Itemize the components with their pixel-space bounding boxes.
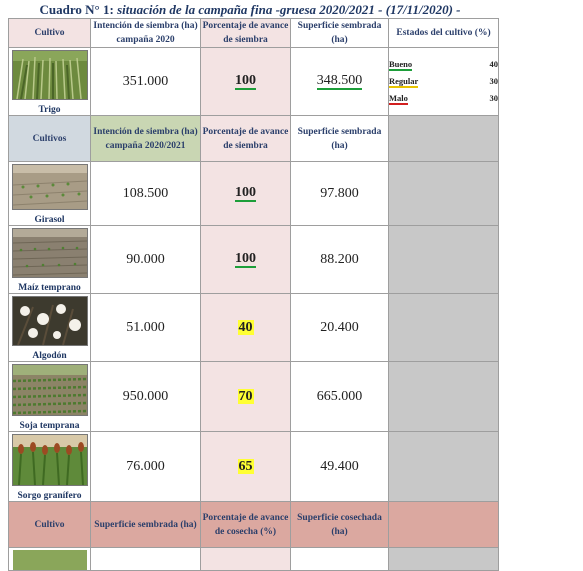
empty-cell bbox=[90, 547, 201, 571]
section1-header-row: Cultivo Intención de siembra (ha) campañ… bbox=[8, 18, 499, 48]
state-regular-label: Regular bbox=[389, 75, 419, 88]
state-good-label: Bueno bbox=[389, 58, 413, 71]
state-bad-value: 30 bbox=[489, 92, 498, 103]
progress-value: 100 bbox=[200, 225, 291, 294]
table-row bbox=[8, 547, 499, 571]
header-crop: Cultivo bbox=[8, 18, 91, 48]
intention-value: 90.000 bbox=[90, 225, 201, 294]
table-row: Maíz temprano 90.000 100 88.200 bbox=[8, 225, 499, 294]
table-row: Algodón 51.000 40 20.400 bbox=[8, 293, 499, 362]
crop-label: Girasol bbox=[34, 215, 65, 225]
state-regular: Regular 30 bbox=[389, 76, 498, 88]
progress-number: 40 bbox=[237, 319, 254, 335]
progress-number: 65 bbox=[237, 458, 254, 474]
header-harvested: Superficie cosechada (ha) bbox=[290, 501, 389, 548]
crop-label: Trigo bbox=[38, 105, 61, 115]
crop-cell: Algodón bbox=[8, 293, 91, 362]
crop-cell: Sorgo granífero bbox=[8, 431, 91, 502]
area-value: 20.400 bbox=[290, 293, 389, 362]
crop-label: Soja temprana bbox=[19, 421, 80, 431]
area-value: 665.000 bbox=[290, 361, 389, 432]
header-area: Superficie sembrada (ha) bbox=[90, 501, 201, 548]
table-row: Girasol 108.500 100 97.800 bbox=[8, 161, 499, 226]
empty-cell bbox=[388, 161, 499, 226]
empty-cell bbox=[388, 115, 499, 162]
section2-header-row: Cultivos Intención de siembra (ha) campa… bbox=[8, 115, 499, 162]
state-bad: Malo 30 bbox=[389, 93, 498, 105]
soybean-field-photo bbox=[11, 364, 88, 416]
header-states: Estados del cultivo (%) bbox=[388, 18, 499, 48]
state-good-value: 40 bbox=[489, 58, 498, 69]
crop-label: Sorgo granífero bbox=[17, 491, 82, 501]
empty-cell bbox=[388, 293, 499, 362]
crop-cell bbox=[8, 547, 91, 571]
intention-value: 76.000 bbox=[90, 431, 201, 502]
crop-label: Algodón bbox=[32, 351, 67, 361]
crop-cell: Girasol bbox=[8, 161, 91, 226]
empty-cell bbox=[388, 501, 499, 548]
state-good: Bueno 40 bbox=[389, 59, 498, 71]
header-progress: Porcentaje de avance de siembra bbox=[200, 115, 291, 162]
area-value: 88.200 bbox=[290, 225, 389, 294]
header-crop: Cultivo bbox=[8, 501, 91, 548]
header-intention: Intención de siembra (ha) campaña 2020 bbox=[90, 18, 201, 48]
header-crops: Cultivos bbox=[8, 115, 91, 162]
empty-cell bbox=[388, 431, 499, 502]
title-text: situación de la campaña fina -gruesa 202… bbox=[117, 2, 461, 17]
crop-cell: Soja temprana bbox=[8, 361, 91, 432]
intention-value: 351.000 bbox=[90, 47, 201, 116]
sorghum-field-photo bbox=[11, 434, 88, 486]
progress-number: 70 bbox=[237, 388, 254, 404]
progress-number: 100 bbox=[235, 73, 256, 90]
crop-cell: Trigo bbox=[8, 47, 91, 116]
area-number: 348.500 bbox=[316, 73, 363, 90]
state-regular-value: 30 bbox=[489, 75, 498, 86]
intention-value: 108.500 bbox=[90, 161, 201, 226]
progress-value: 100 bbox=[200, 161, 291, 226]
intention-value: 51.000 bbox=[90, 293, 201, 362]
empty-cell bbox=[388, 361, 499, 432]
progress-value: 40 bbox=[200, 293, 291, 362]
header-harvest-progress: Porcentaje de avance de cosecha (%) bbox=[200, 501, 291, 548]
crop-label: Maíz temprano bbox=[18, 283, 81, 293]
progress-value: 100 bbox=[200, 47, 291, 116]
cotton-photo bbox=[11, 296, 88, 346]
table-row: Trigo 351.000 100 348.500 Bueno 40 Regula… bbox=[8, 47, 499, 116]
progress-value: 65 bbox=[200, 431, 291, 502]
corn-field-photo bbox=[11, 228, 88, 278]
section3-header-row: Cultivo Superficie sembrada (ha) Porcent… bbox=[8, 501, 499, 548]
table-row: Sorgo granífero 76.000 65 49.400 bbox=[8, 431, 499, 502]
empty-cell bbox=[388, 225, 499, 294]
table-row: Soja temprana 950.000 70 665.000 bbox=[8, 361, 499, 432]
state-bad-label: Malo bbox=[389, 92, 408, 105]
area-value: 348.500 bbox=[290, 47, 389, 116]
sunflower-field-photo bbox=[11, 164, 88, 210]
table-title: Cuadro N° 1: situación de la campaña fin… bbox=[0, 2, 500, 18]
wheat-field-photo bbox=[11, 50, 88, 100]
header-area: Superficie sembrada (ha) bbox=[290, 18, 389, 48]
empty-cell bbox=[200, 547, 291, 571]
crop-cell: Maíz temprano bbox=[8, 225, 91, 294]
progress-number: 100 bbox=[235, 251, 256, 268]
area-value: 97.800 bbox=[290, 161, 389, 226]
progress-value: 70 bbox=[200, 361, 291, 432]
empty-cell bbox=[290, 547, 389, 571]
crop-photo bbox=[12, 550, 87, 570]
header-intention: Intención de siembra (ha) campaña 2020/2… bbox=[90, 115, 201, 162]
progress-number: 100 bbox=[235, 185, 256, 202]
title-prefix: Cuadro N° 1: bbox=[39, 2, 114, 17]
crop-status-table: Cultivo Intención de siembra (ha) campañ… bbox=[8, 18, 499, 571]
area-value: 49.400 bbox=[290, 431, 389, 502]
header-progress: Porcentaje de avance de siembra bbox=[200, 18, 291, 48]
empty-cell bbox=[388, 547, 499, 571]
header-area: Superficie sembrada (ha) bbox=[290, 115, 389, 162]
intention-value: 950.000 bbox=[90, 361, 201, 432]
crop-states: Bueno 40 Regular 30 Malo 30 bbox=[388, 47, 499, 116]
